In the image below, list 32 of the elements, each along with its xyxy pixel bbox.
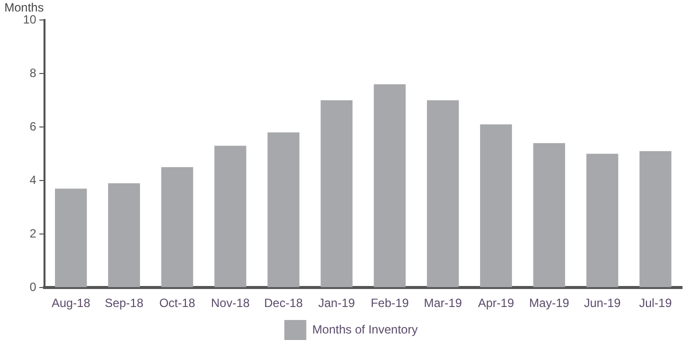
bar (480, 124, 512, 288)
bar (161, 167, 194, 288)
x-tick-label: Apr-19 (478, 296, 514, 310)
x-tick-label: Oct-18 (159, 296, 196, 310)
x-tick-label: Dec-18 (264, 296, 304, 310)
legend-label: Months of Inventory (312, 322, 418, 336)
bar (54, 188, 87, 288)
y-tick-label: 10 (22, 12, 37, 26)
y-axis-title: Months (4, 0, 44, 14)
x-tick-label: Jul-19 (639, 296, 672, 310)
bar (533, 143, 566, 288)
bar (320, 100, 353, 288)
x-tick-label: Aug-18 (52, 296, 91, 310)
y-tick-label: 0 (30, 280, 37, 294)
y-tick-label: 4 (30, 172, 37, 187)
x-tick-label: Nov-18 (210, 296, 250, 310)
x-tick-label: Jan-19 (318, 296, 356, 310)
bar (586, 154, 618, 288)
bar (639, 151, 672, 288)
bar (214, 146, 246, 288)
y-tick-label: 8 (30, 66, 37, 80)
bar (426, 100, 459, 288)
y-tick-label: 2 (30, 226, 37, 240)
bar (108, 183, 140, 288)
x-tick-label: Feb-19 (370, 296, 410, 310)
x-tick-label: Jun-19 (584, 296, 621, 310)
x-tick-label: Mar-19 (424, 296, 462, 310)
y-tick-label: 6 (30, 119, 37, 134)
bar (374, 84, 406, 288)
x-tick-label: Sep-18 (104, 296, 144, 310)
bar (268, 132, 300, 288)
x-tick-label: May-19 (529, 296, 570, 310)
